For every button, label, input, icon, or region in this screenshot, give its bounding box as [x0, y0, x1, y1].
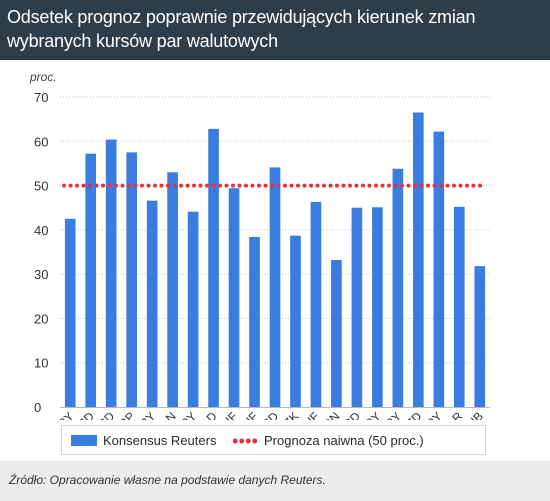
- bar-nzdjpy: [433, 131, 445, 407]
- bar-eurczk: [290, 235, 301, 407]
- legend-item-consensus: Konsensus Reuters: [71, 433, 216, 449]
- bar-cadjpy: [372, 207, 383, 407]
- bar-chart: proc.010203040506070USDJPYGBPUSDEURUSDEU…: [29, 70, 490, 420]
- legend-label-naive: Prognoza naiwna (50 proc.): [264, 433, 424, 448]
- y-tick-label-10: 10: [34, 356, 48, 371]
- legend-swatch-dotted-line: [232, 437, 258, 444]
- bar-audjpy: [392, 168, 404, 407]
- footer: Źródło: Opracowanie własne na podstawie …: [0, 461, 550, 501]
- bar-gbpjpy: [187, 211, 199, 407]
- y-tick-label-30: 30: [34, 267, 48, 282]
- bar-eurron: [331, 259, 342, 407]
- y-tick-label-60: 60: [34, 134, 48, 149]
- bar-usdzar: [453, 206, 465, 407]
- bar-eurhuf: [310, 201, 322, 407]
- bar-usdjpy: [64, 218, 76, 407]
- bar-eurusd: [105, 139, 117, 407]
- bar-eurpln: [167, 172, 178, 407]
- bar-eurrub: [474, 266, 486, 407]
- bar-audnzd: [413, 112, 424, 407]
- bar-usdcad: [208, 128, 219, 407]
- legend-label-consensus: Konsensus Reuters: [103, 433, 217, 448]
- bar-gbpusd: [85, 153, 97, 407]
- legend-swatch-bar: [71, 435, 97, 447]
- bar-nzdusd: [351, 207, 363, 407]
- bar-audusd: [269, 167, 281, 407]
- chart-header: Odsetek prognoz poprawnie przewidujących…: [0, 0, 550, 60]
- chart-title-line-1: Odsetek prognoz poprawnie przewidujących…: [7, 7, 476, 27]
- y-tick-label-0: 0: [34, 400, 41, 415]
- legend-item-naive: Prognoza naiwna (50 proc.): [232, 433, 424, 449]
- y-tick-label-70: 70: [34, 90, 48, 105]
- y-axis-label: proc.: [29, 70, 57, 84]
- y-tick-label-20: 20: [34, 311, 48, 326]
- bars: [64, 112, 486, 407]
- legend: Konsensus Reuters Prognoza naiwna (50 pr…: [61, 425, 486, 455]
- bar-eurjpy: [146, 200, 158, 407]
- bar-eurgbp: [126, 152, 137, 407]
- source-note: Źródło: Opracowanie własne na podstawie …: [9, 473, 326, 487]
- chart-title-line-2: wybranych kursów par walutowych: [7, 31, 278, 51]
- y-tick-label-50: 50: [34, 179, 48, 194]
- bar-eurchf: [249, 236, 260, 407]
- y-tick-label-40: 40: [34, 223, 48, 238]
- bar-usdchf: [228, 188, 240, 407]
